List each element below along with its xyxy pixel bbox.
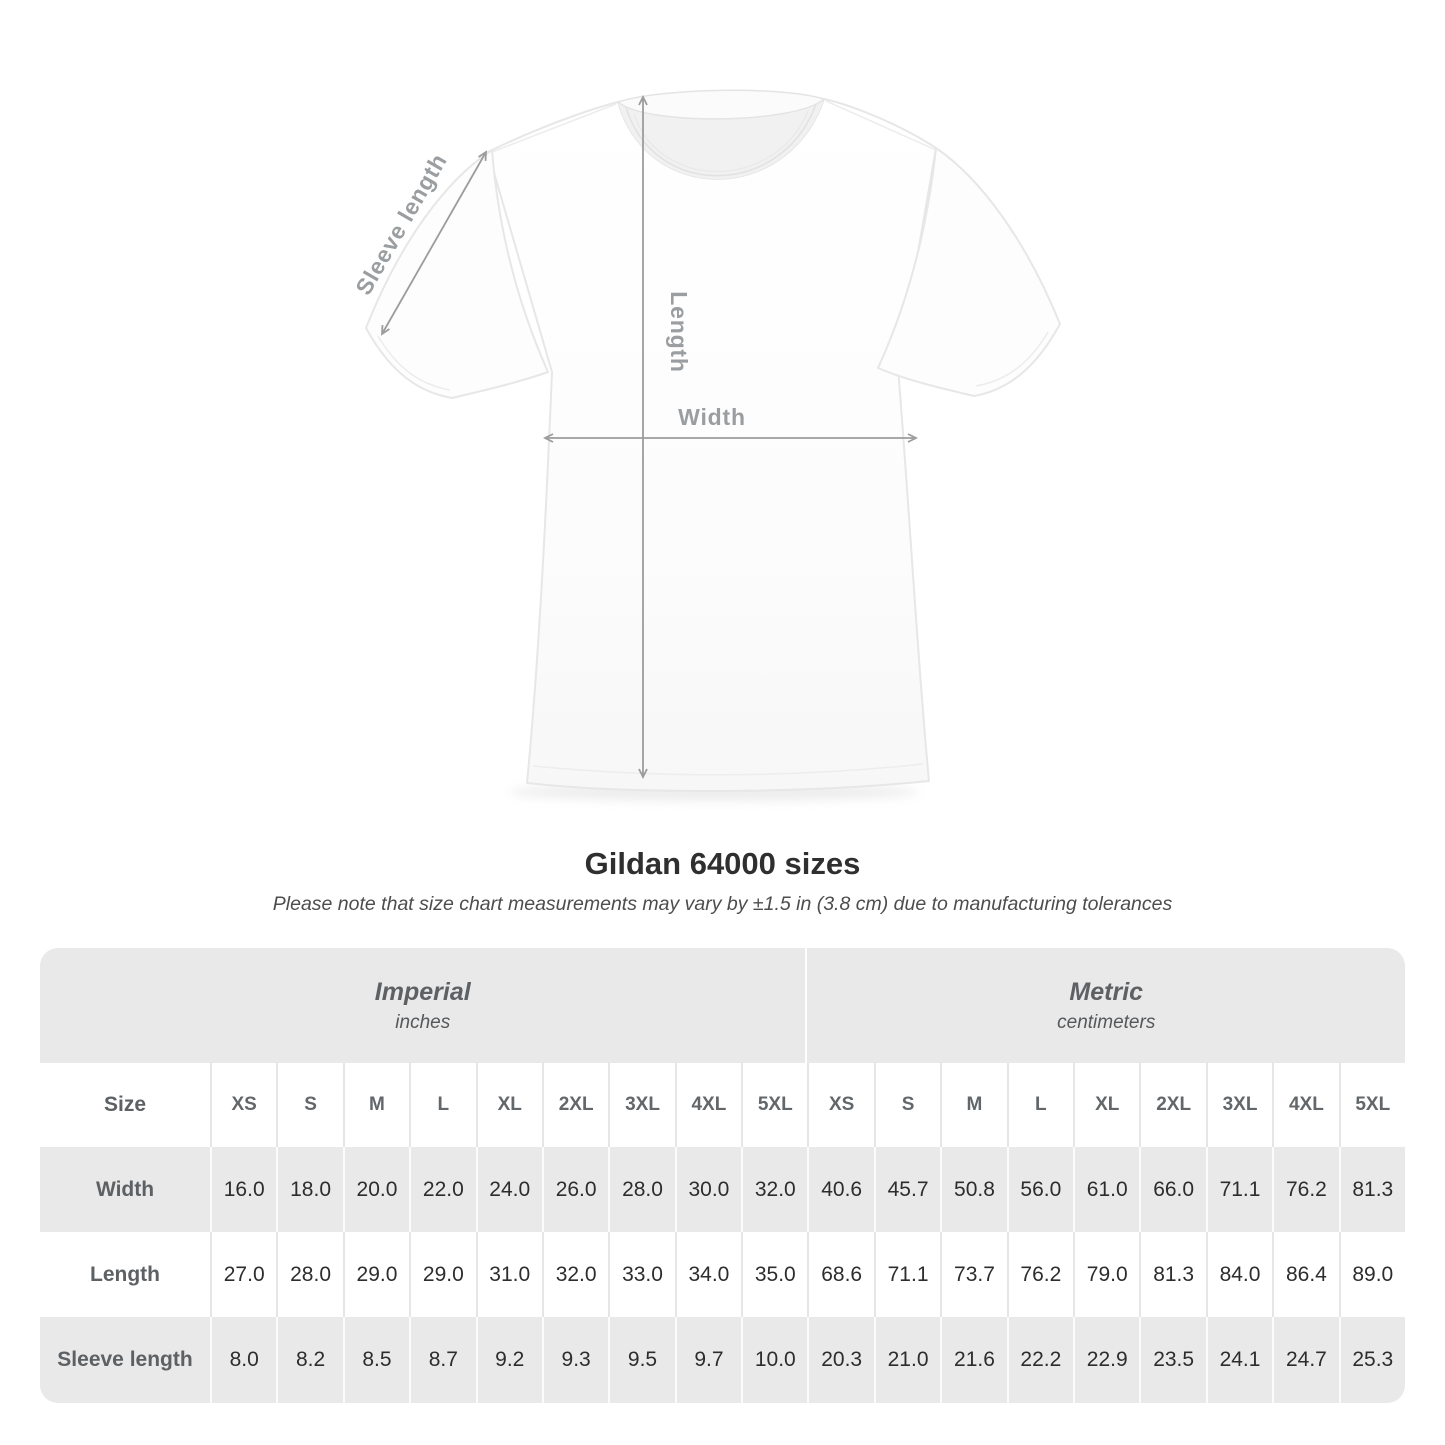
value-cell: 8.5	[342, 1317, 410, 1403]
metric-unit: centimeters	[1057, 1011, 1156, 1033]
value-cell: 86.4	[1272, 1232, 1339, 1317]
value-cell: 89.0	[1338, 1232, 1405, 1317]
size-col-header: 4XL	[1272, 1063, 1339, 1147]
value-cell: 76.2	[1272, 1147, 1339, 1232]
value-cell: 79.0	[1073, 1232, 1140, 1317]
size-col-header: 5XL	[741, 1063, 808, 1147]
width-label: Width	[678, 404, 746, 430]
sleeve-length-arrow	[382, 152, 486, 334]
value-cell: 20.3	[807, 1317, 874, 1403]
value-cell: 9.7	[674, 1317, 742, 1403]
value-cell: 9.2	[475, 1317, 542, 1403]
size-col-header: 3XL	[1205, 1063, 1273, 1147]
size-col-header: S	[873, 1063, 941, 1147]
size-col-header: S	[276, 1063, 343, 1147]
value-cell: 81.3	[1338, 1147, 1405, 1232]
size-col-header: L	[1006, 1063, 1074, 1147]
value-cell: 56.0	[1006, 1147, 1074, 1232]
value-cell: 8.0	[210, 1317, 277, 1403]
size-table: Imperial inches Metric centimeters Size …	[40, 948, 1405, 1403]
value-cell: 73.7	[940, 1232, 1007, 1317]
value-cell: 27.0	[210, 1232, 277, 1317]
size-col-header: M	[940, 1063, 1007, 1147]
value-cell: 8.7	[409, 1317, 476, 1403]
value-cell: 28.0	[276, 1232, 343, 1317]
tshirt-graphic	[365, 89, 1061, 793]
value-cell: 33.0	[608, 1232, 675, 1317]
value-cell: 9.3	[541, 1317, 609, 1403]
value-cell: 22.0	[409, 1147, 476, 1232]
value-cell: 40.6	[807, 1147, 874, 1232]
value-cell: 26.0	[541, 1147, 609, 1232]
value-cell: 34.0	[674, 1232, 742, 1317]
tolerance-note: Please note that size chart measurements…	[272, 893, 1173, 915]
value-cell: 23.5	[1139, 1317, 1206, 1403]
value-cell: 16.0	[210, 1147, 277, 1232]
value-cell: 20.0	[342, 1147, 410, 1232]
size-col-header: 2XL	[541, 1063, 609, 1147]
metric-header: Metric centimeters	[807, 948, 1405, 1063]
size-col-header: XS	[807, 1063, 874, 1147]
value-cell: 29.0	[409, 1232, 476, 1317]
size-col-header: 3XL	[608, 1063, 675, 1147]
size-col-header: XL	[475, 1063, 542, 1147]
tshirt-measurement-figure: Sleeve length Length Width	[350, 89, 1061, 801]
value-cell: 8.2	[276, 1317, 343, 1403]
size-row-label: Size	[40, 1063, 210, 1147]
value-cell: 10.0	[741, 1317, 808, 1403]
value-cell: 31.0	[475, 1232, 542, 1317]
value-cell: 24.7	[1272, 1317, 1339, 1403]
row-label: Sleeve length	[40, 1317, 210, 1403]
value-cell: 81.3	[1139, 1232, 1206, 1317]
value-cell: 24.0	[475, 1147, 542, 1232]
value-cell: 30.0	[674, 1147, 742, 1232]
size-col-header: L	[409, 1063, 476, 1147]
size-col-header: 4XL	[674, 1063, 742, 1147]
size-col-header: XS	[210, 1063, 277, 1147]
imperial-unit: inches	[395, 1011, 451, 1033]
metric-title: Metric	[1069, 977, 1144, 1006]
value-cell: 76.2	[1006, 1232, 1074, 1317]
imperial-header: Imperial inches	[40, 948, 808, 1063]
size-col-header: M	[342, 1063, 410, 1147]
value-cell: 66.0	[1139, 1147, 1206, 1232]
value-cell: 84.0	[1205, 1232, 1273, 1317]
page-title: Gildan 64000 sizes	[584, 846, 861, 881]
value-cell: 68.6	[807, 1232, 874, 1317]
value-cell: 61.0	[1073, 1147, 1140, 1232]
size-col-header: XL	[1073, 1063, 1140, 1147]
value-cell: 32.0	[741, 1147, 808, 1232]
value-cell: 71.1	[1205, 1147, 1273, 1232]
length-label: Length	[666, 291, 692, 372]
value-cell: 28.0	[608, 1147, 675, 1232]
value-cell: 18.0	[276, 1147, 343, 1232]
value-cell: 32.0	[541, 1232, 609, 1317]
size-col-header: 2XL	[1139, 1063, 1206, 1147]
value-cell: 9.5	[608, 1317, 675, 1403]
row-label: Length	[40, 1232, 210, 1317]
value-cell: 24.1	[1205, 1317, 1273, 1403]
value-cell: 29.0	[342, 1232, 410, 1317]
value-cell: 45.7	[873, 1147, 941, 1232]
value-cell: 22.9	[1073, 1317, 1140, 1403]
size-col-header: 5XL	[1338, 1063, 1405, 1147]
value-cell: 35.0	[741, 1232, 808, 1317]
value-cell: 50.8	[940, 1147, 1007, 1232]
value-cell: 22.2	[1006, 1317, 1074, 1403]
row-label: Width	[40, 1147, 210, 1232]
value-cell: 21.0	[873, 1317, 941, 1403]
imperial-title: Imperial	[374, 977, 471, 1006]
value-cell: 25.3	[1338, 1317, 1405, 1403]
value-cell: 21.6	[940, 1317, 1007, 1403]
value-cell: 71.1	[873, 1232, 941, 1317]
